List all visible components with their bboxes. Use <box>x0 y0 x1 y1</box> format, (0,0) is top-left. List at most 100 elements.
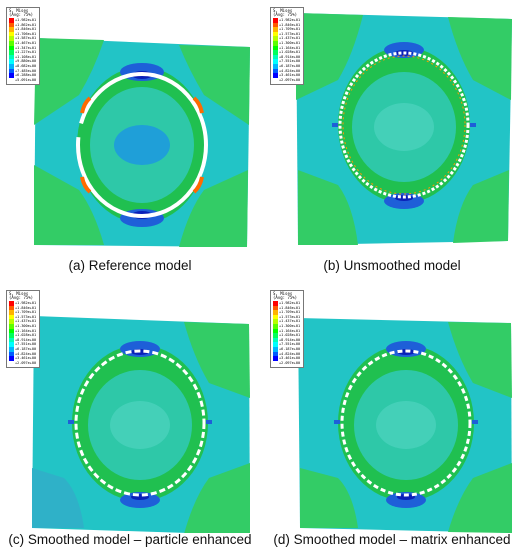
legend-swatch <box>9 27 14 32</box>
legend-value: +7.551e+00 <box>279 59 301 64</box>
legend-swatch <box>9 40 14 46</box>
legend-value: +9.880e+00 <box>15 59 37 64</box>
legend-swatch <box>273 50 278 55</box>
legend-value: +1.846e+01 <box>279 22 301 27</box>
legend-swatch <box>9 73 14 78</box>
legend-value: +1.028e+01 <box>15 333 37 338</box>
legend-value: +7.485e+00 <box>15 68 37 73</box>
stress-contour-plot <box>34 38 250 247</box>
legend-value: +1.028e+01 <box>279 333 301 338</box>
legend-swatch <box>273 310 278 315</box>
panel-unsmoothed-model: S, Mises (Avg: 75%) +1.982e+01 +1.846e+01… <box>268 5 518 250</box>
legend-swatch <box>273 346 278 352</box>
legend-swatch <box>9 54 14 60</box>
stress-contour-plot <box>32 316 250 533</box>
legend-swatch <box>9 45 14 51</box>
legend-value: +1.437e+01 <box>279 36 301 41</box>
legend-swatch <box>9 310 14 315</box>
legend-swatch <box>9 18 14 23</box>
legend-value: +1.862e+01 <box>15 22 37 27</box>
legend-swatch <box>9 337 14 343</box>
legend-value: +1.982e+01 <box>15 18 37 22</box>
legend-swatch <box>9 305 14 311</box>
legend-swatch <box>273 18 278 23</box>
legend-value: +3.461e+00 <box>279 73 301 78</box>
legend-value: +1.706e+01 <box>15 31 37 36</box>
legend-swatch <box>273 73 278 78</box>
legend-values: +1.982e+01 +1.846e+01 +1.709e+01 +1.573e+01… <box>279 301 300 365</box>
legend-swatch <box>273 59 278 64</box>
legend-values: +1.982e+01 +1.846e+01 +1.709e+01 +1.573e+01… <box>15 301 36 365</box>
legend-title: S, Mises (Avg: 75%) <box>9 8 34 17</box>
legend-values: +1.982e+01 +1.846e+01 +1.709e+01 +1.573e+01… <box>279 18 300 82</box>
caption-matrix-enhanced: (d) Smoothed model – matrix enhanced <box>273 532 511 547</box>
legend-swatch <box>273 63 278 69</box>
legend-swatch <box>9 342 14 347</box>
legend-title: S, Mises (Avg: 75%) <box>9 291 34 300</box>
stress-contour-plot <box>296 13 512 245</box>
legend-value: +1.437e+01 <box>15 319 37 324</box>
legend-value: +7.551e+00 <box>279 342 301 347</box>
legend-swatch <box>9 346 14 352</box>
legend-swatch <box>9 356 14 361</box>
legend-swatch <box>273 301 278 306</box>
legend-swatch <box>9 36 14 41</box>
legend-value: +1.573e+01 <box>279 314 301 319</box>
legend-swatch <box>9 314 14 320</box>
legend-swatch <box>9 31 14 37</box>
legend-value: +8.914e+00 <box>15 337 37 342</box>
legend-value: +1.300e+01 <box>15 323 37 328</box>
legend-values: +1.982e+01 +1.862e+01 +1.846e+01 +1.706e+01… <box>15 18 36 82</box>
legend-swatch <box>273 319 278 324</box>
legend-value: +1.164e+01 <box>279 328 301 333</box>
legend-swatch <box>273 314 278 320</box>
legend-color-scale <box>9 301 14 361</box>
legend-swatch <box>9 301 14 306</box>
legend-swatch <box>273 36 278 41</box>
legend-value: +7.551e+00 <box>15 342 37 347</box>
legend-swatch <box>9 22 14 28</box>
stress-legend: S, Mises (Avg: 75%) +1.982e+01 +1.846e+01… <box>270 290 304 368</box>
legend-value: +1.347e+01 <box>15 45 37 50</box>
legend-value: +8.914e+00 <box>279 337 301 342</box>
legend-value: +8.914e+00 <box>279 54 301 59</box>
stress-legend: S, Mises (Avg: 75%) +1.982e+01 +1.862e+01… <box>6 7 40 85</box>
legend-swatch <box>273 356 278 361</box>
panel-reference-model: S, Mises (Avg: 75%) +1.982e+01 +1.862e+01… <box>4 5 254 250</box>
legend-value: +1.437e+01 <box>279 319 301 324</box>
legend-swatch <box>9 323 14 329</box>
legend-swatch <box>273 305 278 311</box>
legend-swatch <box>273 22 278 28</box>
legend-swatch <box>273 54 278 60</box>
legend-value: +1.982e+01 <box>15 301 37 305</box>
stress-legend: S, Mises (Avg: 75%) +1.982e+01 +1.846e+01… <box>270 7 304 85</box>
legend-value: +6.187e+00 <box>279 346 301 351</box>
legend-value: +1.300e+01 <box>279 40 301 45</box>
legend-value: +1.709e+01 <box>279 27 301 32</box>
legend-title: S, Mises (Avg: 75%) <box>273 291 298 300</box>
legend-swatch <box>273 323 278 329</box>
legend-value: +5.091e+00 <box>15 77 37 82</box>
legend-value: +3.461e+00 <box>279 356 301 361</box>
legend-value: +1.846e+01 <box>15 305 37 310</box>
legend-value: +1.846e+01 <box>15 27 37 32</box>
legend-swatch <box>273 337 278 343</box>
legend-value: +1.467e+01 <box>15 40 37 45</box>
legend-value: +8.682e+00 <box>15 63 37 68</box>
legend-swatch <box>9 59 14 64</box>
legend-value: +1.573e+01 <box>279 31 301 36</box>
legend-title: S, Mises (Avg: 75%) <box>273 8 298 17</box>
legend-value: +4.824e+00 <box>15 351 37 356</box>
legend-value: +1.709e+01 <box>15 310 37 315</box>
legend-value: +1.587e+01 <box>15 36 37 41</box>
legend-swatch <box>273 68 278 74</box>
legend-value: +1.028e+01 <box>279 50 301 55</box>
legend-value: +6.187e+00 <box>279 63 301 68</box>
legend-value: +1.709e+01 <box>279 310 301 315</box>
legend-value: +1.982e+01 <box>279 18 301 22</box>
legend-swatch <box>273 333 278 338</box>
caption-reference-model: (a) Reference model <box>68 258 192 273</box>
legend-swatch <box>273 27 278 32</box>
legend-swatch <box>9 351 14 357</box>
legend-swatch <box>9 333 14 338</box>
